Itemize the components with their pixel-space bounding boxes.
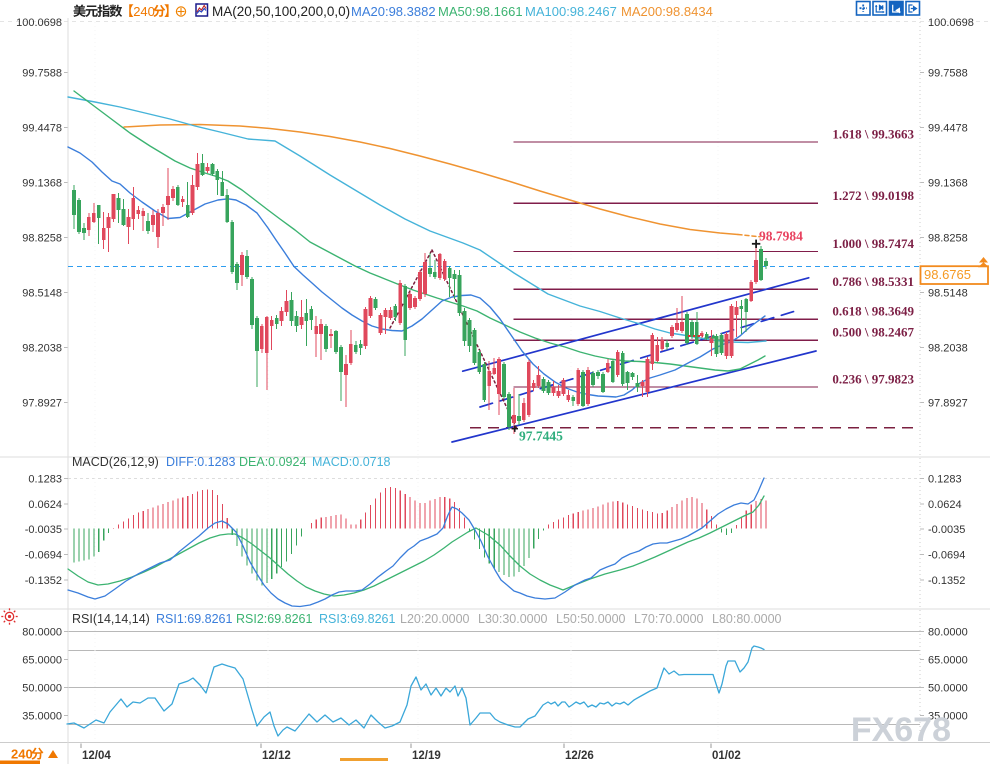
- svg-text:240: 240: [11, 747, 33, 762]
- svg-text:100.0698: 100.0698: [16, 17, 62, 29]
- svg-text:99.4478: 99.4478: [928, 123, 968, 135]
- svg-text:MA50:98.1661: MA50:98.1661: [438, 4, 523, 19]
- svg-text:MA(20,50,100,200,0,0): MA(20,50,100,200,0,0): [212, 4, 350, 19]
- svg-text:80.0000: 80.0000: [22, 627, 62, 639]
- svg-text:98.7984: 98.7984: [759, 229, 803, 244]
- svg-text:35.0000: 35.0000: [928, 710, 968, 722]
- svg-text:12/04: 12/04: [82, 750, 111, 762]
- svg-text:-0.0694: -0.0694: [25, 550, 62, 562]
- svg-text:50.0000: 50.0000: [928, 683, 968, 695]
- svg-text:MA100:98.2467: MA100:98.2467: [525, 4, 617, 19]
- svg-text:99.1368: 99.1368: [928, 178, 968, 190]
- svg-text:MA20:98.3882: MA20:98.3882: [351, 4, 436, 19]
- svg-text:-0.1352: -0.1352: [928, 575, 965, 587]
- svg-text:RSI(14,14,14): RSI(14,14,14): [72, 612, 150, 626]
- svg-text:0.236 \ 97.9823: 0.236 \ 97.9823: [832, 372, 914, 387]
- svg-text:-0.0035: -0.0035: [25, 524, 62, 536]
- svg-text:99.7588: 99.7588: [22, 67, 62, 79]
- svg-text:DEA:0.0924: DEA:0.0924: [239, 455, 306, 469]
- svg-text:FX678: FX678: [851, 711, 951, 749]
- svg-text:RSI1:69.8261: RSI1:69.8261: [156, 612, 232, 626]
- svg-text:35.0000: 35.0000: [22, 710, 62, 722]
- svg-text:65.0000: 65.0000: [22, 655, 62, 667]
- svg-text:L20:20.0000: L20:20.0000: [400, 612, 470, 626]
- svg-text:80.0000: 80.0000: [928, 627, 968, 639]
- svg-text:98.2038: 98.2038: [22, 343, 62, 355]
- svg-text:100.0698: 100.0698: [928, 17, 974, 29]
- svg-text:98.5148: 98.5148: [928, 288, 968, 300]
- svg-text:99.4478: 99.4478: [22, 123, 62, 135]
- svg-text:65.0000: 65.0000: [928, 655, 968, 667]
- svg-text:-0.0035: -0.0035: [928, 524, 965, 536]
- svg-text:12/26: 12/26: [565, 750, 594, 762]
- svg-text:1.000 \ 98.7474: 1.000 \ 98.7474: [832, 236, 914, 251]
- svg-text:98.8258: 98.8258: [22, 233, 62, 245]
- svg-text:MA200:98.8434: MA200:98.8434: [621, 4, 713, 19]
- svg-text:99.7588: 99.7588: [928, 67, 968, 79]
- svg-text:MACD(26,12,9): MACD(26,12,9): [72, 455, 159, 469]
- svg-text:01/02: 01/02: [712, 750, 741, 762]
- svg-text:-0.1352: -0.1352: [25, 575, 62, 587]
- svg-text:98.2038: 98.2038: [928, 343, 968, 355]
- svg-text:98.6765: 98.6765: [924, 267, 971, 282]
- svg-text:12/19: 12/19: [412, 750, 441, 762]
- svg-text:0.0624: 0.0624: [28, 499, 62, 511]
- svg-text:99.1368: 99.1368: [22, 178, 62, 190]
- svg-text:98.5148: 98.5148: [22, 288, 62, 300]
- svg-text:97.8927: 97.8927: [928, 398, 968, 410]
- svg-text:0.1283: 0.1283: [28, 473, 62, 485]
- svg-text:240: 240: [133, 4, 155, 19]
- svg-text:-0.0694: -0.0694: [928, 550, 965, 562]
- svg-text:L30:30.0000: L30:30.0000: [478, 612, 548, 626]
- svg-text:0.618 \ 98.3649: 0.618 \ 98.3649: [832, 304, 914, 319]
- svg-text:RSI2:69.8261: RSI2:69.8261: [236, 612, 312, 626]
- svg-text:50.0000: 50.0000: [22, 683, 62, 695]
- svg-text:12/12: 12/12: [262, 750, 291, 762]
- svg-text:0.786 \ 98.5331: 0.786 \ 98.5331: [832, 274, 914, 289]
- svg-text:0.0624: 0.0624: [928, 499, 962, 511]
- svg-text:97.7445: 97.7445: [519, 428, 563, 443]
- svg-text:RSI3:69.8261: RSI3:69.8261: [319, 612, 395, 626]
- svg-text:MACD:0.0718: MACD:0.0718: [312, 455, 391, 469]
- svg-text:1.618 \ 99.3663: 1.618 \ 99.3663: [832, 127, 914, 142]
- svg-text:L80:80.0000: L80:80.0000: [712, 612, 782, 626]
- svg-text:0.1283: 0.1283: [928, 473, 962, 485]
- svg-text:L70:70.0000: L70:70.0000: [634, 612, 704, 626]
- svg-text:97.8927: 97.8927: [22, 398, 62, 410]
- svg-text:1.272 \ 99.0198: 1.272 \ 99.0198: [832, 188, 914, 203]
- svg-text:DIFF:0.1283: DIFF:0.1283: [166, 455, 236, 469]
- svg-text:0.500 \ 98.2467: 0.500 \ 98.2467: [832, 325, 914, 340]
- svg-text:L50:50.0000: L50:50.0000: [556, 612, 626, 626]
- svg-text:98.8258: 98.8258: [928, 233, 968, 245]
